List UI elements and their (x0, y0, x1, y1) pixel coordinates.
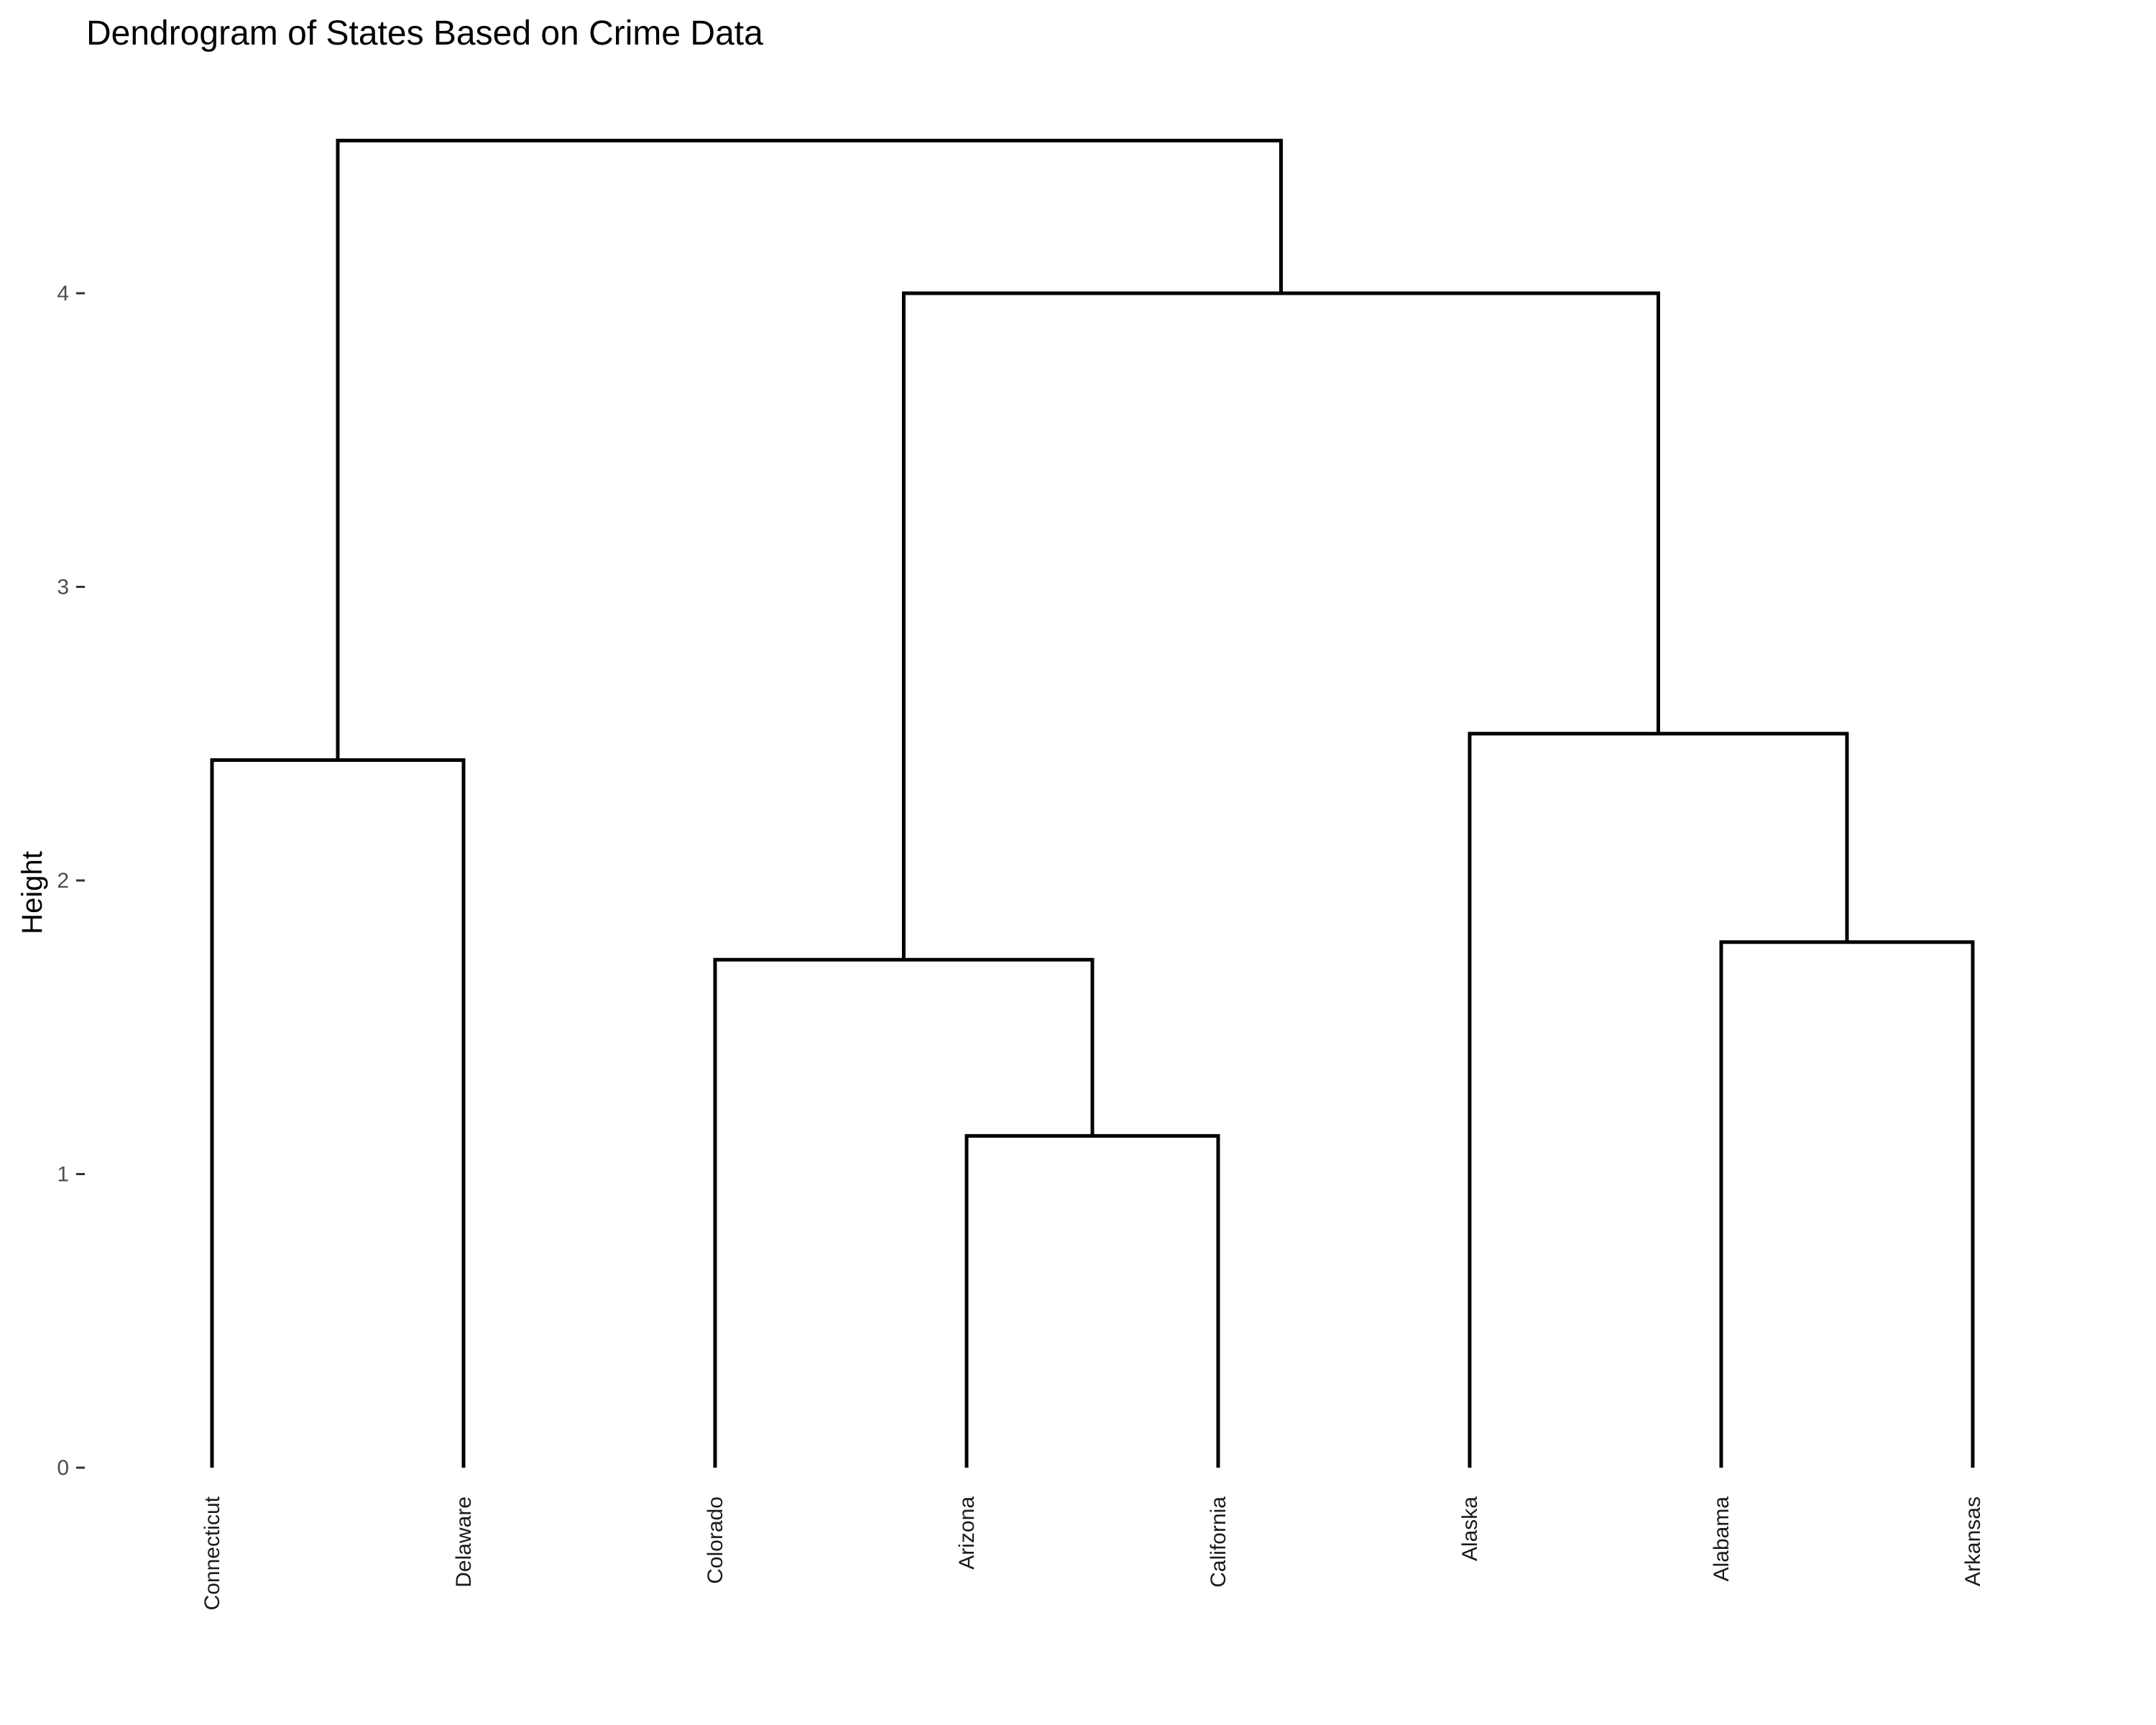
merge-branch-2 (1719, 940, 1975, 1468)
merge-branch-6 (902, 291, 1660, 960)
leaf-label-colorado: Colorado (704, 1496, 727, 1584)
merge-branch-4 (210, 758, 466, 1468)
dendrogram-branches (210, 139, 1975, 1468)
leaf-label-california: California (1207, 1496, 1230, 1588)
merge-branch-1 (964, 1133, 1220, 1468)
leaf-label-connecticut: Connecticut (201, 1496, 224, 1610)
leaf-label-arizona: Arizona (955, 1496, 979, 1570)
y-axis-label: Height (17, 851, 48, 934)
y-tick-label: 1 (57, 1163, 69, 1187)
y-tick-label: 3 (57, 576, 69, 599)
leaf-label-arkansas: Arkansas (1961, 1496, 1985, 1586)
merge-branch-7 (336, 139, 1283, 760)
leaf-label-alaska: Alaska (1458, 1496, 1482, 1561)
merge-branch-3 (713, 957, 1095, 1468)
leaf-label-alabama: Alabama (1710, 1496, 1733, 1582)
y-tick-label: 4 (57, 282, 69, 305)
y-axis: 0 1 2 3 4 (57, 282, 85, 1480)
y-tick-label: 2 (57, 869, 69, 893)
y-tick-label: 0 (57, 1456, 69, 1480)
chart-title: Dendrogram of States Based on Crime Data (86, 14, 763, 52)
leaf-labels: Connecticut Delaware Colorado Arizona Califo… (201, 1496, 1985, 1610)
leaf-label-delaware: Delaware (452, 1496, 476, 1588)
merge-branch-5 (1468, 732, 1849, 1468)
